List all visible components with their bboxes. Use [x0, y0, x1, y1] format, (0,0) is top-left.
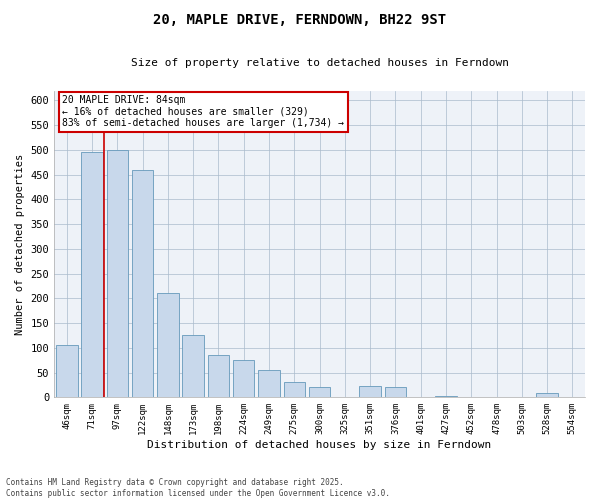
Bar	[82, 152, 103, 398]
Bar	[56, 346, 77, 398]
Text: Contains HM Land Registry data © Crown copyright and database right 2025.
Contai: Contains HM Land Registry data © Crown c…	[6, 478, 390, 498]
Bar	[435, 396, 457, 398]
Bar	[182, 336, 204, 398]
Title: Size of property relative to detached houses in Ferndown: Size of property relative to detached ho…	[131, 58, 509, 68]
Text: 20 MAPLE DRIVE: 84sqm
← 16% of detached houses are smaller (329)
83% of semi-det: 20 MAPLE DRIVE: 84sqm ← 16% of detached …	[62, 95, 344, 128]
Bar	[208, 356, 229, 398]
Bar	[157, 294, 179, 398]
X-axis label: Distribution of detached houses by size in Ferndown: Distribution of detached houses by size …	[148, 440, 492, 450]
Bar	[284, 382, 305, 398]
Bar	[132, 170, 154, 398]
Bar	[385, 388, 406, 398]
Bar	[536, 394, 558, 398]
Bar	[107, 150, 128, 398]
Bar	[233, 360, 254, 398]
Bar	[309, 388, 331, 398]
Bar	[359, 386, 381, 398]
Text: 20, MAPLE DRIVE, FERNDOWN, BH22 9ST: 20, MAPLE DRIVE, FERNDOWN, BH22 9ST	[154, 12, 446, 26]
Y-axis label: Number of detached properties: Number of detached properties	[15, 154, 25, 334]
Bar	[258, 370, 280, 398]
